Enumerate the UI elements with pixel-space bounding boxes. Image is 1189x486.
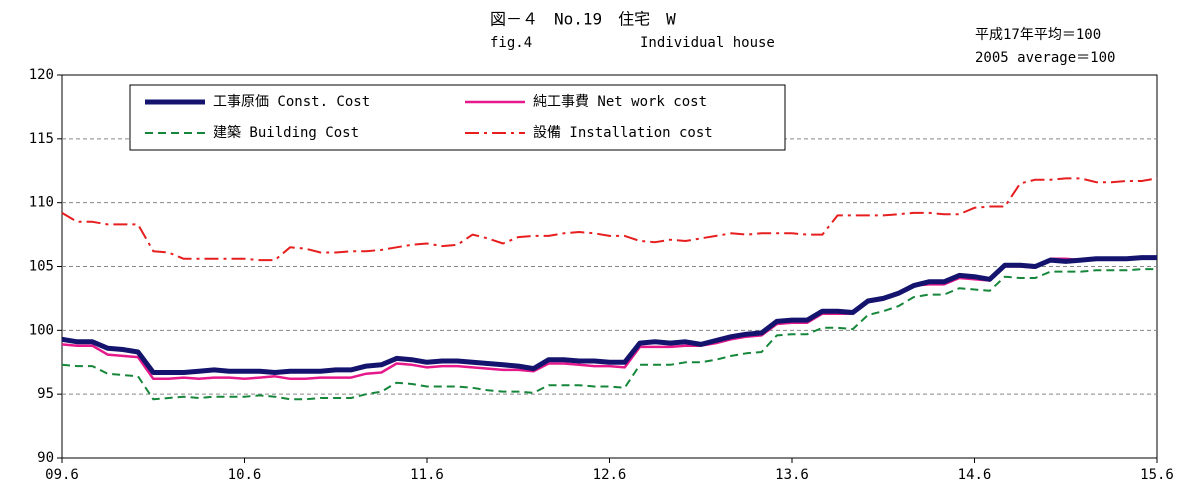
base-note: 2005 average＝100 — [975, 50, 1115, 66]
y-tick-label: 105 — [29, 259, 54, 275]
legend-label: 建築 Building Cost — [213, 125, 359, 141]
series-line — [61, 255, 1157, 375]
y-tick-label: 120 — [29, 67, 54, 83]
x-tick-label: 10.6 — [228, 467, 262, 483]
base-note: 平成17年平均＝100 — [975, 27, 1101, 43]
x-tick-label: 11.6 — [410, 467, 444, 483]
x-tick-label: 13.6 — [775, 467, 809, 483]
y-tick-label: 100 — [29, 322, 54, 338]
y-tick-label: 110 — [29, 195, 54, 211]
x-tick-label: 14.6 — [958, 467, 992, 483]
legend-label: 純工事費 Net work cost — [533, 94, 707, 110]
x-tick-label: 15.6 — [1140, 467, 1174, 483]
y-tick-label: 90 — [37, 450, 54, 466]
legend — [129, 84, 786, 151]
x-tick-label: 12.6 — [593, 467, 627, 483]
y-tick-label: 115 — [29, 131, 54, 147]
y-tick-label: 95 — [37, 386, 54, 402]
series-line — [61, 268, 1157, 401]
series-line — [61, 177, 1158, 262]
legend-label: 工事原価 Const. Cost — [213, 94, 370, 110]
chart-title: 図－４ No.19 住宅 W — [490, 10, 676, 29]
series-line — [61, 256, 1157, 381]
chart-subtitle: Individual house — [640, 35, 775, 51]
chart-subtitle: fig.4 — [490, 35, 532, 51]
x-tick-label: 09.6 — [45, 467, 79, 483]
legend-label: 設備 Installation cost — [533, 125, 713, 141]
